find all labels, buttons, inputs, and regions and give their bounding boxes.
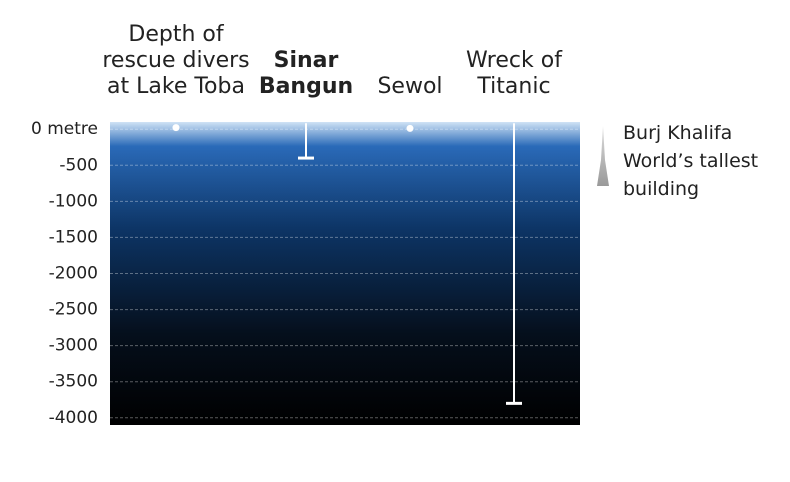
y-tick-label: 0 metre [31, 119, 98, 139]
y-tick-label: -3000 [49, 336, 98, 356]
y-tick-label: -2000 [49, 264, 98, 284]
depth-dot [406, 124, 414, 132]
burj-khalifa-icon [597, 126, 609, 186]
y-tick-label: -500 [59, 155, 98, 175]
annotation-text: World’s tallest building [623, 150, 759, 200]
y-tick-label: -4000 [49, 408, 98, 428]
sea-background [110, 122, 580, 425]
category-label: Sinar Bangun [258, 48, 354, 99]
y-tick-label: -2500 [49, 300, 98, 320]
depth-dot [172, 124, 180, 132]
category-label: Wreck of Titanic [466, 48, 562, 99]
y-tick-label: -3500 [49, 372, 98, 392]
y-tick-label: -1000 [49, 191, 98, 211]
category-label: Depth of rescue divers at Lake Toba [102, 22, 250, 99]
annotation-title: Burj Khalifa [623, 122, 733, 144]
y-tick-label: -1500 [49, 227, 98, 247]
category-label: Sewol [377, 74, 443, 99]
